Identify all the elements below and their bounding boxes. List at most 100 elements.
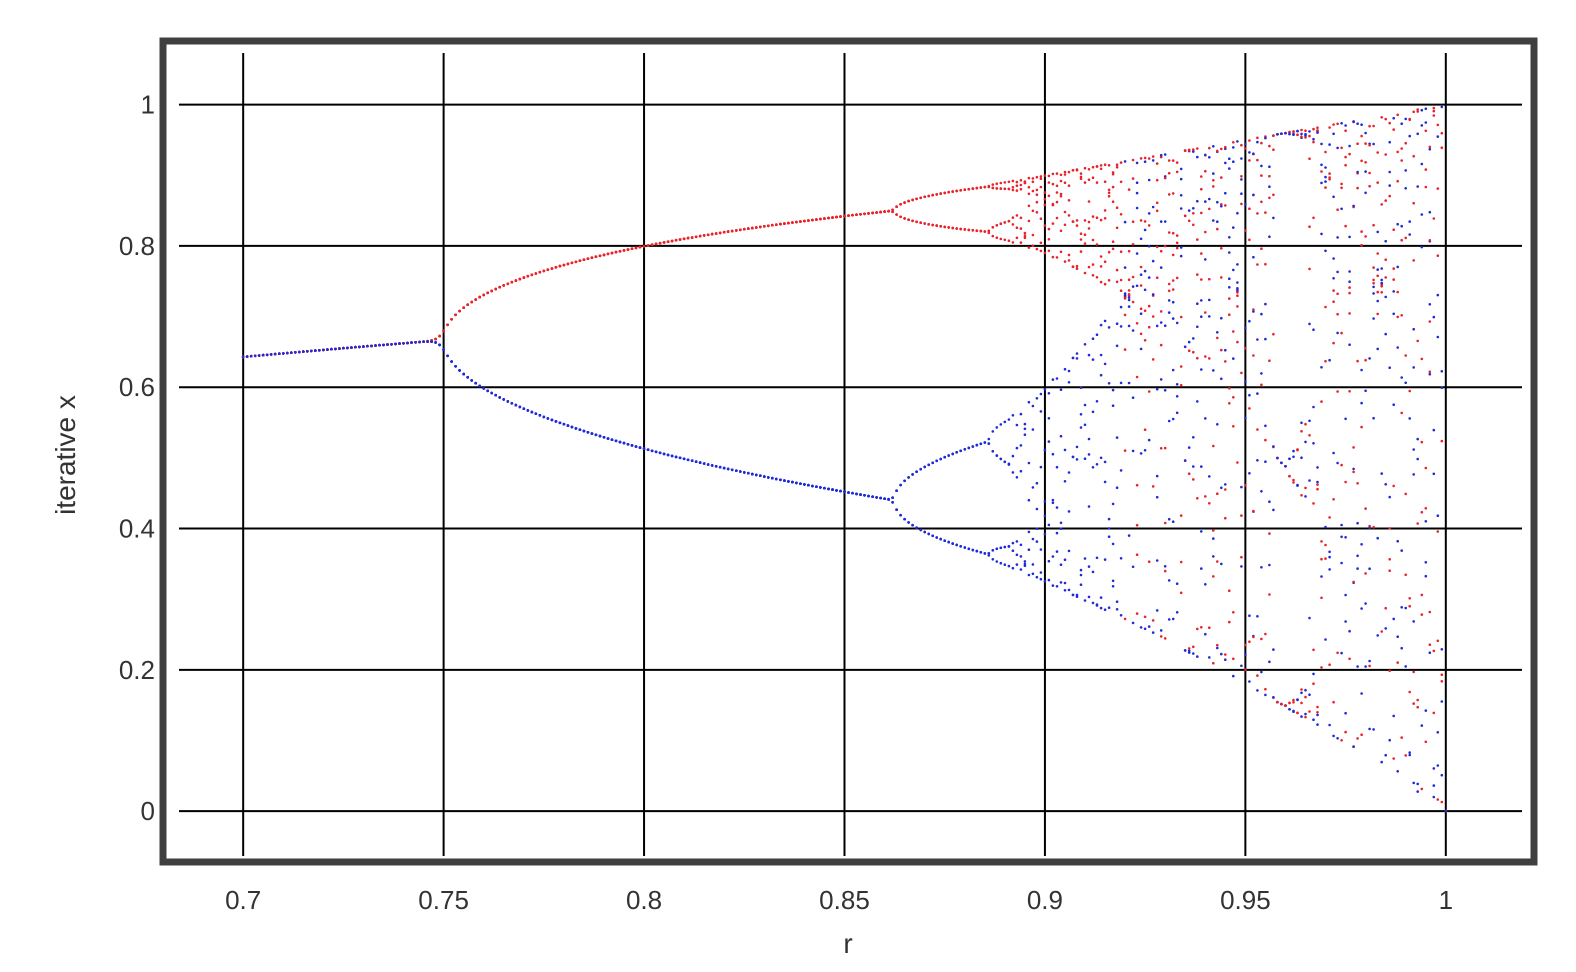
data-point bbox=[1256, 459, 1259, 462]
data-point bbox=[1388, 194, 1391, 198]
data-point bbox=[370, 344, 373, 348]
data-point bbox=[1332, 132, 1335, 136]
data-point bbox=[927, 223, 930, 226]
data-point bbox=[963, 228, 967, 231]
data-point bbox=[1424, 121, 1428, 124]
data-point bbox=[1059, 581, 1063, 584]
data-point bbox=[1232, 141, 1235, 144]
data-point bbox=[1091, 410, 1095, 414]
data-point bbox=[999, 457, 1003, 461]
data-point bbox=[1228, 387, 1231, 390]
data-point bbox=[1039, 241, 1043, 245]
data-point bbox=[1400, 411, 1403, 415]
data-point bbox=[1075, 445, 1079, 449]
data-point bbox=[1312, 648, 1315, 652]
data-point bbox=[735, 229, 738, 232]
data-point bbox=[1288, 130, 1291, 134]
data-point bbox=[747, 471, 750, 475]
data-point bbox=[1344, 480, 1347, 484]
data-point bbox=[1043, 203, 1047, 207]
data-point bbox=[1143, 309, 1147, 313]
data-point bbox=[1115, 165, 1119, 169]
data-point bbox=[1067, 184, 1071, 187]
data-point bbox=[582, 258, 586, 262]
data-point bbox=[987, 554, 991, 557]
data-point bbox=[722, 466, 726, 470]
data-point bbox=[1099, 265, 1103, 268]
data-point bbox=[907, 218, 910, 221]
data-point bbox=[1344, 124, 1347, 127]
data-point bbox=[1055, 531, 1059, 535]
data-point bbox=[1328, 358, 1331, 362]
data-point bbox=[1179, 591, 1183, 595]
data-point bbox=[334, 347, 337, 351]
data-point bbox=[1179, 207, 1183, 210]
data-point bbox=[1388, 366, 1391, 370]
data-point bbox=[1260, 637, 1263, 641]
data-point bbox=[1047, 238, 1051, 241]
data-point bbox=[1328, 723, 1331, 727]
data-point bbox=[1196, 147, 1199, 150]
data-point bbox=[566, 262, 570, 266]
data-point bbox=[1179, 514, 1183, 517]
data-point bbox=[847, 214, 850, 217]
data-point bbox=[979, 551, 983, 554]
data-point bbox=[1364, 572, 1367, 575]
data-point bbox=[1312, 137, 1315, 141]
data-point bbox=[1216, 423, 1219, 426]
data-point bbox=[1260, 670, 1263, 674]
data-point bbox=[1023, 560, 1027, 563]
data-point bbox=[751, 472, 754, 476]
data-point bbox=[1404, 606, 1407, 610]
data-point bbox=[1159, 266, 1163, 269]
data-point bbox=[1047, 523, 1051, 527]
data-point bbox=[1175, 321, 1179, 325]
data-point bbox=[1163, 569, 1167, 573]
data-point bbox=[630, 444, 634, 447]
data-point bbox=[494, 287, 498, 291]
data-point bbox=[1063, 558, 1067, 561]
data-point bbox=[1055, 256, 1059, 259]
data-point bbox=[302, 350, 305, 353]
data-point bbox=[991, 183, 995, 186]
data-point bbox=[1332, 341, 1335, 345]
data-point bbox=[1167, 618, 1171, 621]
x-axis-ticks: 0.7 0.75 0.8 0.85 0.9 0.95 1 bbox=[225, 885, 1453, 915]
data-point bbox=[1304, 712, 1307, 716]
data-point bbox=[1183, 345, 1187, 349]
data-point bbox=[1212, 219, 1215, 222]
data-point bbox=[1316, 713, 1319, 717]
data-point bbox=[1175, 234, 1179, 237]
data-point bbox=[1027, 192, 1031, 196]
data-point bbox=[1087, 437, 1091, 441]
data-point bbox=[570, 261, 574, 265]
data-point bbox=[1099, 606, 1103, 610]
data-point bbox=[1420, 108, 1424, 112]
data-point bbox=[855, 213, 858, 216]
data-point bbox=[1027, 400, 1031, 404]
data-point bbox=[1228, 313, 1231, 317]
data-point bbox=[983, 185, 987, 189]
data-point bbox=[1416, 132, 1419, 136]
data-point bbox=[1011, 454, 1015, 458]
data-point bbox=[1091, 165, 1095, 169]
data-point bbox=[1115, 608, 1119, 611]
data-point bbox=[1123, 160, 1127, 163]
data-point bbox=[1348, 152, 1351, 156]
data-point bbox=[1388, 669, 1391, 673]
data-point bbox=[1364, 131, 1367, 135]
data-point bbox=[1240, 565, 1243, 568]
data-point bbox=[1043, 580, 1047, 583]
data-point bbox=[1328, 172, 1331, 175]
data-point bbox=[1075, 458, 1079, 461]
data-point bbox=[1015, 214, 1019, 217]
data-point bbox=[931, 223, 934, 227]
data-point bbox=[1031, 572, 1035, 576]
data-point bbox=[1340, 182, 1343, 186]
data-point bbox=[999, 187, 1003, 190]
data-point bbox=[1027, 573, 1031, 577]
data-point bbox=[1179, 560, 1183, 564]
data-point bbox=[694, 460, 698, 464]
data-point bbox=[1083, 242, 1087, 245]
data-point bbox=[1336, 122, 1339, 126]
